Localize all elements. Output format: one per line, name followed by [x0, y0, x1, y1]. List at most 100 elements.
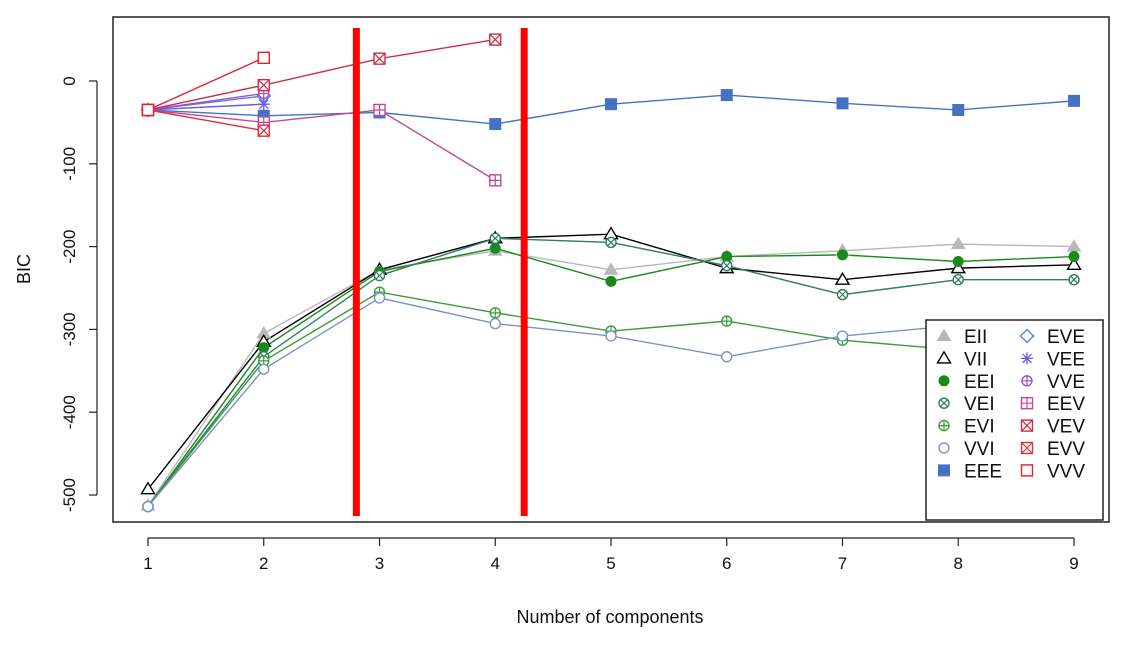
data-point-vvi — [258, 363, 270, 375]
axis-ticks: 1 2 3 4 5 6 7 8 9 0 -100 -200 -300 -400 -500 — [60, 76, 1079, 573]
data-point-eei — [489, 242, 501, 254]
data-point-vei — [952, 274, 964, 286]
series-line-evv — [147, 109, 264, 132]
legend-marker-vvv — [1020, 464, 1034, 477]
x-tick-label: 1 — [143, 554, 152, 573]
reference-lines — [352, 28, 528, 516]
x-axis-title: Number of components — [516, 607, 703, 627]
legend-marker-eee — [938, 464, 950, 477]
data-point-eei — [837, 249, 848, 261]
legend-marker-vii — [936, 350, 952, 364]
legend-marker-vev — [1020, 419, 1034, 432]
data-point-eii — [950, 236, 966, 250]
legend-label-eei: EEI — [964, 372, 995, 393]
data-point-vvi — [836, 330, 849, 342]
series-line-vee — [147, 103, 264, 111]
legend-label-vei: VEI — [964, 394, 995, 415]
x-tick-label: 6 — [722, 554, 731, 573]
series-line-vvi — [147, 297, 959, 508]
legend-label-eee: EEE — [964, 461, 1002, 482]
legend-marker-vve — [1021, 375, 1033, 387]
legend-label-vve: VVE — [1047, 372, 1085, 393]
data-point-evv — [257, 124, 270, 137]
legend-marker-vvi — [938, 442, 950, 454]
series-line-vve — [147, 92, 264, 111]
data-point-eev — [373, 103, 386, 117]
data-point-eii — [1066, 239, 1082, 252]
data-point-vvi — [605, 330, 617, 342]
data-point-eee — [836, 97, 849, 110]
data-point-eee — [605, 98, 617, 111]
y-tick-label: -300 — [60, 312, 79, 346]
data-point-vei — [489, 232, 501, 245]
data-point-eee — [720, 89, 733, 102]
data-point-vei — [836, 288, 849, 301]
x-tick-label: 8 — [954, 554, 963, 573]
data-point-vii — [140, 481, 156, 495]
legend-label-vev: VEV — [1047, 417, 1085, 438]
legend-label-evi: EVI — [964, 417, 995, 438]
y-tick-label: -100 — [60, 147, 79, 181]
data-point-vei — [605, 236, 617, 249]
series-line-vvv — [147, 57, 265, 111]
plot-area-frame — [112, 16, 1110, 523]
x-tick-label: 2 — [259, 554, 268, 573]
data-point-eee — [952, 103, 965, 116]
data-point-eev — [489, 174, 502, 187]
data-point-vvv — [141, 103, 155, 117]
data-point-vvi — [142, 500, 154, 513]
data-point-vvi — [489, 317, 501, 330]
y-tick-label: -400 — [60, 395, 79, 429]
legend-label-eev: EEV — [1047, 394, 1085, 415]
data-point-vev — [489, 33, 502, 46]
legend-label-eve: EVE — [1047, 327, 1085, 348]
data-point-eee — [1068, 94, 1080, 107]
legend-label-vvv: VVV — [1047, 461, 1085, 482]
legend-marker-evv — [1020, 441, 1034, 455]
data-point-eei — [952, 256, 964, 268]
data-point-eei — [605, 275, 617, 287]
data-point-eei — [1068, 251, 1080, 263]
data-point-vvi — [721, 351, 733, 363]
legend-marker-eve — [1019, 328, 1035, 344]
series-line-vev — [147, 38, 496, 111]
data-point-vii — [1066, 256, 1082, 271]
legend-marker-eei — [938, 375, 950, 387]
data-point-vev — [373, 52, 386, 65]
x-tick-label: 7 — [838, 554, 847, 573]
y-tick-label: 0 — [60, 76, 79, 85]
x-tick-label: 9 — [1069, 554, 1078, 573]
legend-marker-evi — [938, 419, 950, 432]
data-point-eii — [603, 262, 619, 275]
data-point-evi — [489, 307, 501, 319]
data-point-vei — [721, 259, 733, 272]
data-point-vii — [834, 271, 851, 285]
legend-label-evv: EVV — [1047, 439, 1085, 460]
y-tick-label: -200 — [60, 230, 79, 264]
data-point-vvv — [257, 51, 270, 65]
data-point-evi — [721, 315, 733, 327]
data-point-vii — [950, 260, 966, 274]
x-tick-label: 4 — [491, 554, 500, 573]
data-point-vev — [257, 78, 270, 92]
series-line-evi — [147, 291, 959, 508]
legend-label-eii: EII — [964, 327, 987, 348]
data-point-vee — [257, 98, 270, 111]
x-tick-label: 5 — [606, 554, 615, 573]
data-point-vei — [373, 269, 386, 282]
data-point-vei — [1068, 274, 1080, 286]
legend-marker-eev — [1020, 397, 1034, 410]
legend-label-vvi: VVI — [964, 439, 995, 460]
data-point-vvi — [373, 292, 386, 304]
data-point-eee — [489, 118, 502, 131]
legend-label-vii: VII — [964, 349, 987, 370]
series-line-eev — [147, 109, 496, 181]
legend-marker-vee — [1021, 352, 1033, 365]
y-axis-title: BIC — [14, 254, 34, 284]
legend-label-vee: VEE — [1047, 349, 1085, 370]
series-markers — [140, 33, 1082, 513]
x-tick-label: 3 — [375, 554, 384, 573]
y-tick-label: -500 — [60, 478, 79, 512]
